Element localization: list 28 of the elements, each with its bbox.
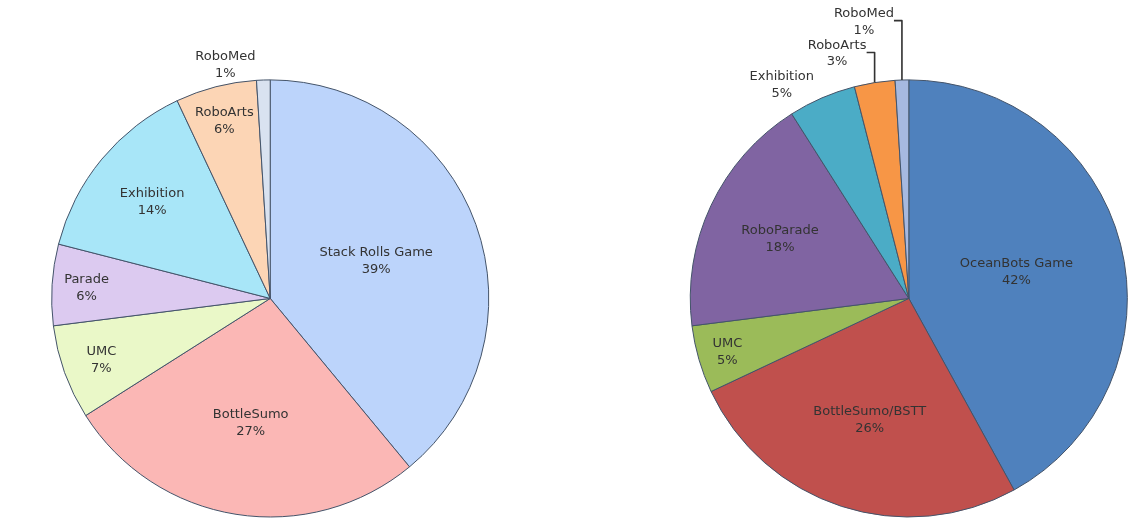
slice-label: RoboMed (195, 48, 256, 64)
data-label: 7% (91, 360, 112, 376)
data-label: 39% (361, 261, 391, 277)
slice-label: RoboMed (833, 4, 894, 20)
slice-label: Exhibition (749, 68, 815, 84)
data-label: 27% (236, 422, 266, 438)
slice-label: Parade (64, 270, 109, 286)
data-label: 18% (765, 238, 795, 254)
slice-label: BottleSumo (212, 405, 289, 421)
data-label: 3% (826, 53, 848, 69)
data-label: 6% (76, 287, 97, 303)
slice-label: BottleSumo/BSTT (813, 402, 927, 418)
slice-label: RoboArts (194, 104, 254, 120)
data-label: 42% (1001, 271, 1031, 287)
data-label: 26% (855, 419, 885, 435)
data-label: 5% (717, 352, 738, 368)
slice-label: UMC (712, 335, 743, 351)
data-label: 1% (215, 65, 236, 81)
data-label: 6% (214, 121, 235, 137)
slice-label: RoboParade (741, 221, 819, 237)
slice-label: OceanBots Game (959, 254, 1073, 270)
data-label: 5% (771, 85, 793, 101)
slice-label: Stack Rolls Game (319, 244, 433, 260)
slice-label: UMC (86, 343, 117, 359)
data-label: 1% (853, 21, 875, 37)
slice-label: Exhibition (119, 184, 185, 200)
data-label: 14% (137, 201, 167, 217)
slice-label: RoboArts (807, 36, 867, 52)
